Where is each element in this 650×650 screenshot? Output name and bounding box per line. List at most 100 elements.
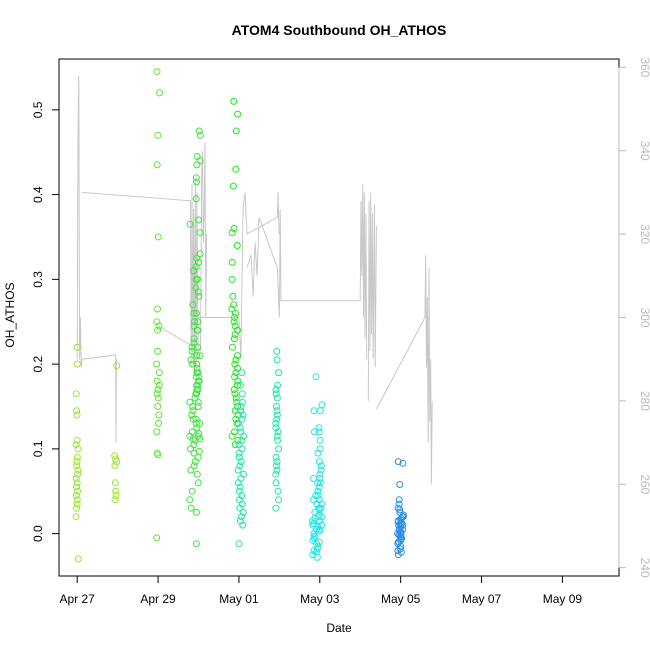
data-point xyxy=(273,415,281,423)
data-point xyxy=(272,479,280,487)
data-point xyxy=(73,496,81,504)
data-point xyxy=(193,470,201,478)
y2-tick-label: 360 xyxy=(638,57,650,77)
data-point xyxy=(195,216,203,224)
data-point xyxy=(154,386,162,393)
data-point xyxy=(228,229,236,237)
y-axis-left: 0.0 0.1 0.2 0.3 0.4 0.5 xyxy=(31,101,60,542)
data-point xyxy=(187,356,195,364)
data-point xyxy=(239,508,247,516)
data-point xyxy=(314,487,322,495)
data-point xyxy=(273,356,281,364)
y-axis-label: OH_ATHOS xyxy=(3,282,17,347)
data-point xyxy=(230,335,238,343)
data-point xyxy=(73,407,81,415)
data-point xyxy=(272,424,280,432)
data-point xyxy=(228,275,236,283)
data-point xyxy=(187,504,195,512)
data-point xyxy=(228,305,236,313)
data-point xyxy=(395,538,403,546)
data-point xyxy=(231,441,239,449)
x-tick-label: May 01 xyxy=(219,592,259,606)
data-point xyxy=(112,492,120,499)
y-axis-right: 240 260 280 300 320 340 360 xyxy=(618,57,650,578)
data-point xyxy=(318,401,326,409)
data-point xyxy=(194,403,202,410)
data-point xyxy=(239,521,247,529)
data-point xyxy=(192,419,200,427)
data-point xyxy=(154,394,162,402)
y2-tick-label: 300 xyxy=(638,307,650,327)
data-point xyxy=(230,225,238,232)
data-point xyxy=(155,381,163,389)
data-point xyxy=(193,369,201,377)
data-point xyxy=(239,411,247,419)
data-point xyxy=(189,407,197,415)
data-point xyxy=(237,403,245,410)
data-point xyxy=(275,445,283,453)
data-point xyxy=(196,131,204,139)
data-point xyxy=(394,530,402,538)
data-point xyxy=(272,470,280,478)
data-point xyxy=(236,381,244,389)
data-point xyxy=(195,373,203,381)
y-tick-label: 0.4 xyxy=(31,186,45,203)
data-point xyxy=(235,441,243,449)
data-point xyxy=(240,432,248,440)
altitude-lines xyxy=(76,75,433,485)
data-point xyxy=(237,428,245,436)
data-point xyxy=(153,360,161,368)
altitude-line-6 xyxy=(367,192,377,401)
data-point xyxy=(194,288,202,296)
data-points xyxy=(72,68,407,563)
data-point xyxy=(275,496,282,504)
data-point xyxy=(312,373,320,381)
data-point xyxy=(234,479,242,487)
data-point xyxy=(155,322,163,330)
data-point xyxy=(194,479,202,487)
data-point xyxy=(316,407,324,415)
data-point xyxy=(111,479,119,487)
x-axis-label: Date xyxy=(326,621,352,635)
data-point xyxy=(232,309,239,317)
data-point xyxy=(186,496,194,504)
data-point xyxy=(73,360,81,368)
data-point xyxy=(232,356,240,364)
data-point xyxy=(234,466,242,474)
data-point xyxy=(73,479,81,487)
data-point xyxy=(273,458,281,466)
data-point xyxy=(275,369,283,377)
data-point xyxy=(272,453,280,461)
data-point xyxy=(274,428,282,436)
data-point xyxy=(311,428,318,436)
data-point xyxy=(314,449,322,457)
data-point xyxy=(111,452,119,460)
data-point xyxy=(113,458,121,466)
x-axis: Apr 27 Apr 29 May 01 May 03 May 05 May 07 May … xyxy=(60,575,582,606)
data-point xyxy=(239,398,246,406)
y2-tick-label: 320 xyxy=(638,224,650,244)
data-point xyxy=(232,127,240,135)
data-point xyxy=(193,161,201,169)
data-point xyxy=(230,97,238,105)
x-tick-label: May 07 xyxy=(462,592,502,606)
data-point xyxy=(74,445,82,453)
data-point xyxy=(73,462,81,470)
data-point xyxy=(188,411,196,419)
data-point xyxy=(155,369,163,377)
data-point xyxy=(192,309,200,317)
data-point xyxy=(194,343,201,351)
data-point xyxy=(395,496,403,504)
data-point xyxy=(193,275,201,283)
data-point xyxy=(190,309,198,317)
data-point xyxy=(191,458,199,466)
data-point xyxy=(394,458,402,466)
data-point xyxy=(154,305,161,313)
data-point xyxy=(272,419,280,427)
data-point xyxy=(154,451,162,459)
data-point xyxy=(315,458,323,466)
data-point xyxy=(312,492,320,499)
data-point xyxy=(236,462,244,470)
data-point xyxy=(74,470,82,478)
data-point xyxy=(273,411,281,419)
